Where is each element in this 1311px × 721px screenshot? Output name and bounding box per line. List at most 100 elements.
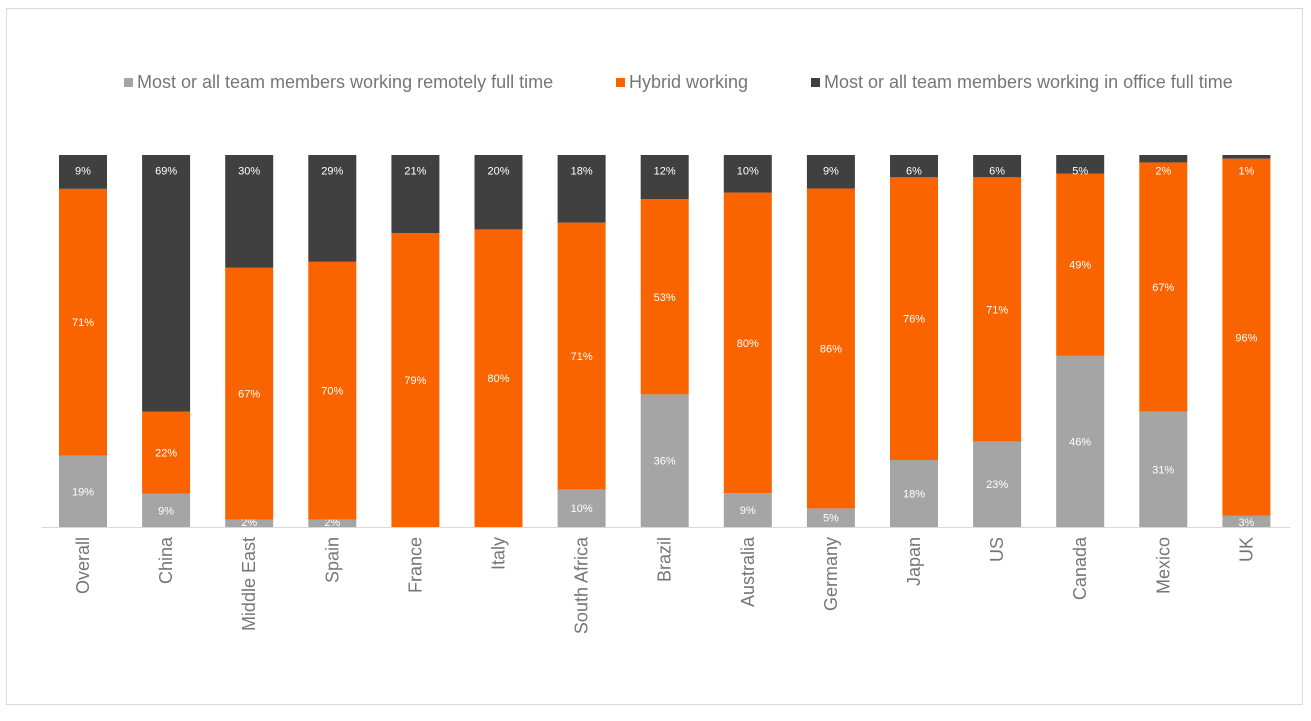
bar-segment-mexico-s1 xyxy=(1139,162,1188,412)
bar-segment-overall-s1 xyxy=(59,188,107,456)
bar-segment-australia-s2 xyxy=(723,155,772,193)
data-label-overall-s1: 71% xyxy=(72,317,94,329)
data-label-germany-s0: 5% xyxy=(823,513,839,525)
data-label-mexico-s1: 67% xyxy=(1152,282,1174,294)
data-label-spain-s1: 70% xyxy=(321,386,343,398)
data-label-canada-s0: 46% xyxy=(1069,436,1091,448)
bar-segment-uk-s2 xyxy=(1222,155,1271,159)
data-label-brazil-s0: 36% xyxy=(654,456,676,468)
bar-segment-brazil-s1 xyxy=(640,199,689,395)
legend-item-remote: Most or all team members working remotel… xyxy=(124,72,553,93)
legend-label-office: Most or all team members working in offi… xyxy=(824,72,1233,92)
data-label-france-s1: 79% xyxy=(404,375,426,387)
data-label-japan-s0: 18% xyxy=(903,489,925,501)
bar-segment-japan-s2 xyxy=(890,155,938,178)
data-label-mexico-s0: 31% xyxy=(1152,464,1174,476)
bar-segment-france-s1 xyxy=(391,233,440,527)
bar-segment-china-s1 xyxy=(142,411,191,494)
bar-segment-australia-s1 xyxy=(723,192,772,494)
bar-segment-spain-s2 xyxy=(308,155,357,262)
x-tick-label-spain: Spain xyxy=(322,537,342,583)
data-label-spain-s2: 29% xyxy=(321,166,343,178)
data-label-italy-s1: 80% xyxy=(487,373,509,385)
bar-segment-canada-s0 xyxy=(1056,355,1105,527)
data-label-us-s1: 71% xyxy=(986,304,1008,316)
bar-segment-japan-s0 xyxy=(890,460,938,527)
data-label-japan-s1: 76% xyxy=(903,314,925,326)
bar-segment-canada-s2 xyxy=(1056,155,1105,174)
data-label-uk-s2: 1% xyxy=(1238,166,1254,178)
bar-segment-mexico-s2 xyxy=(1139,155,1188,163)
bar-segment-mexico-s0 xyxy=(1139,411,1188,527)
data-label-germany-s1: 86% xyxy=(820,343,842,355)
data-label-mexico-s2: 2% xyxy=(1155,166,1171,178)
bar-segment-australia-s0 xyxy=(723,493,772,527)
bar-segment-uk-s0 xyxy=(1222,515,1271,527)
bar-segment-overall-s2 xyxy=(59,155,107,189)
data-label-china-s2: 69% xyxy=(155,166,177,178)
bar-segment-spain-s1 xyxy=(308,261,357,520)
x-tick-label-brazil: Brazil xyxy=(655,537,675,582)
x-tick-label-mexico: Mexico xyxy=(1153,537,1173,594)
legend-label-remote: Most or all team members working remotel… xyxy=(137,72,554,92)
data-label-middle-east-s1: 67% xyxy=(238,389,260,401)
data-label-south-africa-s2: 18% xyxy=(571,166,593,178)
data-label-spain-s0: 2% xyxy=(324,517,340,529)
data-label-overall-s0: 19% xyxy=(72,486,94,498)
bar-segment-canada-s1 xyxy=(1056,173,1105,356)
bar-segment-spain-s0 xyxy=(308,519,357,527)
x-tick-label-us: US xyxy=(987,537,1007,562)
x-tick-label-canada: Canada xyxy=(1070,536,1090,600)
x-tick-label-italy: Italy xyxy=(489,537,509,570)
bar-segment-middle-east-s2 xyxy=(225,155,274,268)
data-label-overall-s2: 9% xyxy=(75,166,91,178)
x-tick-label-middle-east: Middle East xyxy=(239,537,259,631)
bar-segment-us-s0 xyxy=(973,441,1022,527)
bar-segment-italy-s1 xyxy=(474,229,523,527)
x-tick-label-australia: Australia xyxy=(738,536,758,607)
legend-swatch-remote xyxy=(124,78,133,87)
data-label-south-africa-s1: 71% xyxy=(571,351,593,363)
data-label-uk-s1: 96% xyxy=(1235,332,1257,344)
data-label-japan-s2: 6% xyxy=(906,166,922,178)
data-label-south-africa-s0: 10% xyxy=(571,503,593,515)
data-label-italy-s2: 20% xyxy=(487,166,509,178)
data-label-us-s0: 23% xyxy=(986,479,1008,491)
data-label-australia-s2: 10% xyxy=(737,166,759,178)
data-label-germany-s2: 9% xyxy=(823,166,839,178)
x-tick-label-uk: UK xyxy=(1236,537,1256,562)
legend-label-hybrid: Hybrid working xyxy=(629,72,749,92)
data-label-france-s2: 21% xyxy=(404,166,426,178)
legend-swatch-office xyxy=(811,78,820,87)
data-label-brazil-s1: 53% xyxy=(654,292,676,304)
bar-segment-south-africa-s1 xyxy=(557,222,606,490)
data-label-china-s1: 22% xyxy=(155,448,177,460)
data-label-canada-s2: 5% xyxy=(1072,166,1088,178)
x-tick-label-germany: Germany xyxy=(821,537,841,611)
x-tick-label-overall: Overall xyxy=(73,537,93,594)
data-label-canada-s1: 49% xyxy=(1069,260,1091,272)
data-label-middle-east-s2: 30% xyxy=(238,166,260,178)
bar-segment-south-africa-s2 xyxy=(557,155,606,223)
bar-segment-japan-s1 xyxy=(890,177,938,461)
x-tick-label-japan: Japan xyxy=(904,537,924,586)
x-tick-label-france: France xyxy=(405,537,425,593)
legend-swatch-hybrid xyxy=(616,78,625,87)
bar-segment-france-s2 xyxy=(391,155,440,234)
x-tick-label-south-africa: South Africa xyxy=(572,536,592,634)
bar-segment-brazil-s2 xyxy=(640,155,689,200)
bar-segment-overall-s0 xyxy=(59,455,107,527)
bar-segment-uk-s1 xyxy=(1222,158,1271,516)
bar-segment-us-s1 xyxy=(973,177,1022,442)
legend: Most or all team members working remotel… xyxy=(0,72,1311,94)
bar-segment-italy-s2 xyxy=(474,155,523,230)
data-label-australia-s1: 80% xyxy=(737,338,759,350)
bar-segment-china-s2 xyxy=(142,155,191,412)
data-label-china-s0: 9% xyxy=(158,505,174,517)
data-label-uk-s0: 3% xyxy=(1238,517,1254,529)
data-label-australia-s0: 9% xyxy=(740,505,756,517)
bar-segment-china-s0 xyxy=(142,493,191,527)
x-tick-label-china: China xyxy=(156,536,176,584)
bar-segment-germany-s0 xyxy=(806,508,855,527)
